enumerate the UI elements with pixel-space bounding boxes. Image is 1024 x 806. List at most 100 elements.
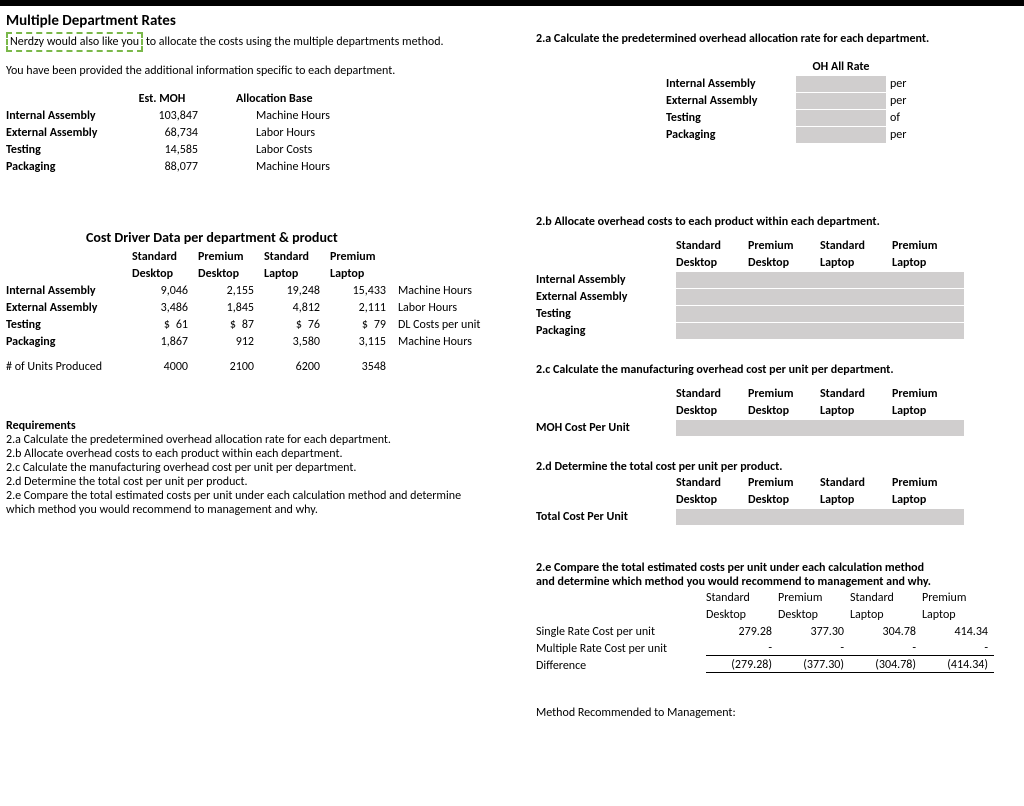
method-label: Method Recommended to Management: bbox=[536, 706, 1016, 720]
s2b-dept: Testing bbox=[536, 307, 676, 321]
cd-dept: Internal Assembly bbox=[6, 284, 126, 298]
dept-moh: 103,847 bbox=[126, 109, 206, 123]
cost-driver-title: Cost Driver Data per department & produc… bbox=[86, 229, 536, 246]
s2a-unit: of bbox=[886, 111, 926, 125]
input-cell[interactable] bbox=[676, 289, 964, 305]
s2a-unit: per bbox=[886, 94, 926, 108]
s2b-dept: Packaging bbox=[536, 324, 676, 338]
s2e-value: - bbox=[850, 641, 922, 656]
cd-value: 1,845 bbox=[192, 301, 258, 315]
s2c-table: Standard Premium Standard Premium Deskto… bbox=[536, 385, 1016, 436]
dept-name: Packaging bbox=[6, 160, 126, 174]
cd-base: Machine Hours bbox=[390, 284, 510, 298]
cd-value: 3,115 bbox=[324, 335, 390, 349]
s2e-value: 304.78 bbox=[850, 625, 922, 639]
cd-value: $87 bbox=[192, 318, 258, 332]
dept-moh: 14,585 bbox=[126, 143, 206, 157]
input-cell[interactable] bbox=[796, 127, 886, 143]
s2e-row-label: Difference bbox=[536, 659, 706, 673]
dept-base: Machine Hours bbox=[206, 109, 376, 123]
s2a-unit: per bbox=[886, 128, 926, 142]
cd-value: 1,867 bbox=[126, 335, 192, 349]
intro-line: Nerdzy would also like you to allocate t… bbox=[6, 32, 536, 52]
s2d-title: 2.d Determine the total cost per unit pe… bbox=[536, 460, 1016, 474]
s2a-title: 2.a Calculate the predetermined overhead… bbox=[536, 32, 1016, 46]
s2e-value: 279.28 bbox=[706, 625, 778, 639]
dept-name: Testing bbox=[6, 143, 126, 157]
requirement-line: 2.d Determine the total cost per unit pe… bbox=[6, 475, 536, 489]
cd-dept: Testing bbox=[6, 318, 126, 332]
s2a-table: OH All Rate Internal AssemblyperExternal… bbox=[536, 58, 1016, 143]
s2c-title: 2.c Calculate the manufacturing overhead… bbox=[536, 363, 1016, 377]
s2e-table: Standard Premium Standard Premium Deskto… bbox=[536, 589, 1016, 674]
dept-name: Internal Assembly bbox=[6, 109, 126, 123]
input-cell[interactable] bbox=[796, 76, 886, 92]
s2e-value: - bbox=[922, 641, 994, 656]
intro-highlight: Nerdzy would also like you bbox=[6, 32, 143, 52]
s2e-value: - bbox=[706, 641, 778, 656]
s2e-value: (304.78) bbox=[850, 658, 922, 673]
dept-name: External Assembly bbox=[6, 126, 126, 140]
requirement-line: 2.c Calculate the manufacturing overhead… bbox=[6, 461, 536, 475]
hdr-est-moh: Est. MOH bbox=[126, 92, 206, 106]
s2a-dept: External Assembly bbox=[666, 94, 796, 108]
cd-value: 19,248 bbox=[258, 284, 324, 298]
dept-info-table: Est. MOH Allocation Base Internal Assemb… bbox=[6, 90, 536, 175]
s2b-dept: Internal Assembly bbox=[536, 273, 676, 287]
requirement-line: 2.a Calculate the predetermined overhead… bbox=[6, 433, 536, 447]
cd-value: 2,155 bbox=[192, 284, 258, 298]
s2d-label: Total Cost Per Unit bbox=[536, 510, 676, 524]
intro-rest: to allocate the costs using the multiple… bbox=[143, 35, 443, 49]
requirement-line: which method you would recommend to mana… bbox=[6, 503, 536, 517]
s2e-value: 377.30 bbox=[778, 625, 850, 639]
cd-value: 4,812 bbox=[258, 301, 324, 315]
cd-value: $76 bbox=[258, 318, 324, 332]
s2e-row-label: Single Rate Cost per unit bbox=[536, 625, 706, 639]
s2a-unit: per bbox=[886, 77, 926, 91]
s2c-label: MOH Cost Per Unit bbox=[536, 421, 676, 435]
cd-value: 9,046 bbox=[126, 284, 192, 298]
dept-base: Machine Hours bbox=[206, 160, 376, 174]
s2e-title-2: and determine which method you would rec… bbox=[536, 575, 1016, 589]
cd-value: 15,433 bbox=[324, 284, 390, 298]
input-cell[interactable] bbox=[796, 110, 886, 126]
input-cell[interactable] bbox=[676, 272, 964, 288]
s2e-value: (377.30) bbox=[778, 658, 850, 673]
cd-value: $61 bbox=[126, 318, 192, 332]
s2e-title-1: 2.e Compare the total estimated costs pe… bbox=[536, 561, 1016, 575]
s2e-row-label: Multiple Rate Cost per unit bbox=[536, 642, 706, 656]
cd-value: 912 bbox=[192, 335, 258, 349]
s2e-value: - bbox=[778, 641, 850, 656]
s2b-table: Standard Premium Standard Premium Deskto… bbox=[536, 237, 1016, 339]
cd-base: Labor Hours bbox=[390, 301, 510, 315]
input-cell[interactable] bbox=[676, 509, 964, 525]
dept-base: Labor Hours bbox=[206, 126, 376, 140]
input-cell[interactable] bbox=[796, 93, 886, 109]
cd-dept: External Assembly bbox=[6, 301, 126, 315]
subline: You have been provided the additional in… bbox=[6, 64, 536, 78]
s2a-col-header: OH All Rate bbox=[796, 60, 886, 74]
dept-base: Labor Costs bbox=[206, 143, 376, 157]
s2b-title: 2.b Allocate overhead costs to each prod… bbox=[536, 215, 1016, 229]
hdr-alloc-base: Allocation Base bbox=[206, 92, 376, 106]
s2e-value: 414.34 bbox=[922, 625, 994, 639]
cd-value: $79 bbox=[324, 318, 390, 332]
input-cell[interactable] bbox=[676, 323, 964, 339]
page-title: Multiple Department Rates bbox=[6, 12, 1018, 30]
input-cell[interactable] bbox=[676, 306, 964, 322]
dept-moh: 88,077 bbox=[126, 160, 206, 174]
s2e-value: (279.28) bbox=[706, 658, 778, 673]
s2b-dept: External Assembly bbox=[536, 290, 676, 304]
requirement-line: 2.e Compare the total estimated costs pe… bbox=[6, 489, 536, 503]
requirements-list: 2.a Calculate the predetermined overhead… bbox=[6, 433, 536, 517]
cd-value: 3,486 bbox=[126, 301, 192, 315]
cd-base: Machine Hours bbox=[390, 335, 510, 349]
worksheet: Multiple Department Rates Nerdzy would a… bbox=[0, 6, 1024, 740]
units-label: # of Units Produced bbox=[6, 360, 126, 374]
requirement-line: 2.b Allocate overhead costs to each prod… bbox=[6, 447, 536, 461]
cd-base: DL Costs per unit bbox=[390, 318, 510, 332]
s2a-dept: Testing bbox=[666, 111, 796, 125]
cd-value: 3,580 bbox=[258, 335, 324, 349]
input-cell[interactable] bbox=[676, 420, 964, 436]
s2d-table: Standard Premium Standard Premium Deskto… bbox=[536, 474, 1016, 525]
